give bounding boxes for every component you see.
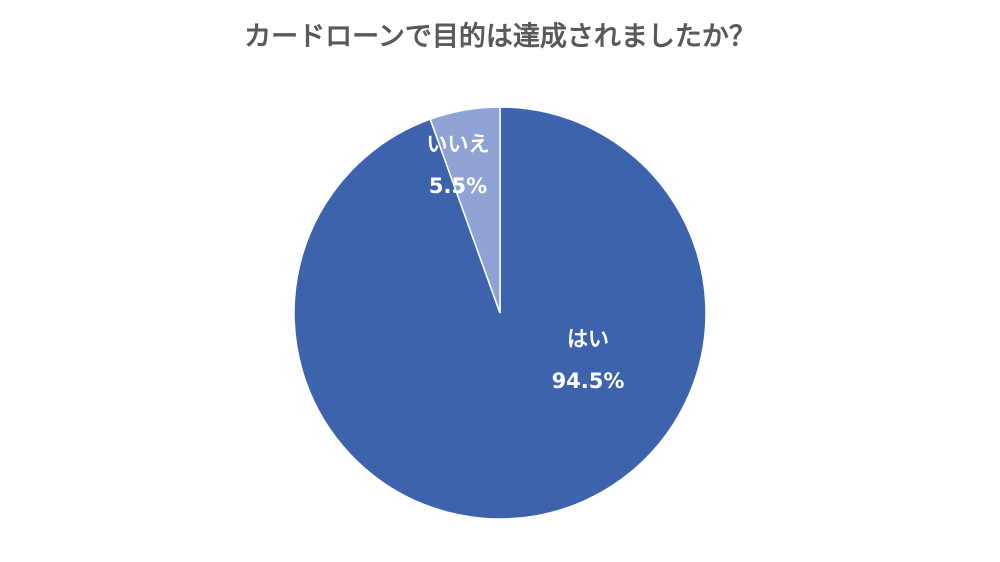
slice-value-label: 94.5%: [552, 369, 625, 393]
slice-category-label: いいえ: [427, 132, 490, 156]
slice-value-label: 5.5%: [429, 174, 487, 198]
chart-title: カードローンで目的は達成されましたか？: [244, 21, 756, 53]
slice-category-label: はい: [567, 327, 609, 351]
pie-slice: [429, 106, 501, 314]
